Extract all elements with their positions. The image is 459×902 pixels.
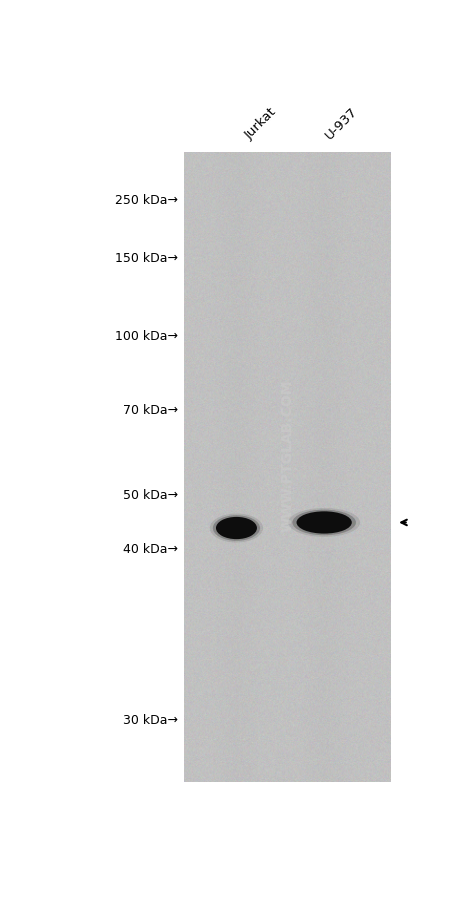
Text: 70 kDa→: 70 kDa→	[123, 404, 178, 417]
Text: 100 kDa→: 100 kDa→	[115, 329, 178, 343]
Ellipse shape	[292, 511, 355, 536]
Text: 30 kDa→: 30 kDa→	[123, 713, 178, 726]
Text: 40 kDa→: 40 kDa→	[123, 543, 178, 556]
Ellipse shape	[215, 518, 257, 539]
Text: U-937: U-937	[322, 105, 359, 142]
Ellipse shape	[209, 514, 263, 543]
Ellipse shape	[296, 511, 351, 534]
Text: WWW.PTGLAB.COM: WWW.PTGLAB.COM	[280, 380, 294, 531]
Ellipse shape	[213, 516, 259, 541]
Text: 150 kDa→: 150 kDa→	[115, 252, 178, 265]
Text: 50 kDa→: 50 kDa→	[123, 489, 178, 502]
Text: 250 kDa→: 250 kDa→	[115, 193, 178, 207]
Text: Jurkat: Jurkat	[242, 105, 279, 142]
Ellipse shape	[288, 509, 359, 538]
